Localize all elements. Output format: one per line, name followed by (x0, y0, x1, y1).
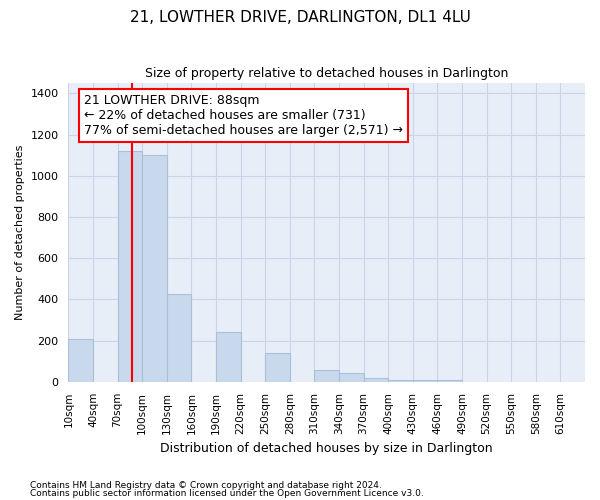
Bar (388, 380, 413, 382)
Bar (216, 332, 241, 382)
Bar (118, 151, 142, 382)
Bar (167, 294, 191, 382)
Bar (68, 338, 93, 382)
Bar (437, 380, 462, 382)
Y-axis label: Number of detached properties: Number of detached properties (15, 145, 25, 320)
Bar (364, 378, 388, 382)
Text: Contains HM Land Registry data © Crown copyright and database right 2024.: Contains HM Land Registry data © Crown c… (30, 481, 382, 490)
Text: 21, LOWTHER DRIVE, DARLINGTON, DL1 4LU: 21, LOWTHER DRIVE, DARLINGTON, DL1 4LU (130, 10, 470, 25)
Bar (265, 353, 290, 382)
Bar (314, 370, 339, 382)
Bar (142, 155, 167, 382)
Title: Size of property relative to detached houses in Darlington: Size of property relative to detached ho… (145, 68, 508, 80)
X-axis label: Distribution of detached houses by size in Darlington: Distribution of detached houses by size … (160, 442, 493, 455)
Text: 21 LOWTHER DRIVE: 88sqm
← 22% of detached houses are smaller (731)
77% of semi-d: 21 LOWTHER DRIVE: 88sqm ← 22% of detache… (84, 94, 403, 136)
Bar (413, 380, 437, 382)
Bar (339, 372, 364, 382)
Text: Contains public sector information licensed under the Open Government Licence v3: Contains public sector information licen… (30, 488, 424, 498)
